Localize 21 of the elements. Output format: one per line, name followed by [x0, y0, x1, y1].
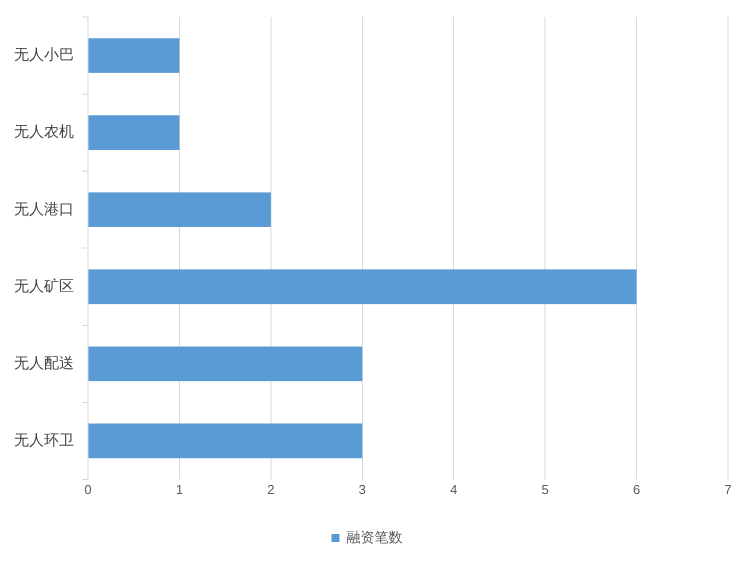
- y-tick-label: 无人小巴: [14, 46, 74, 64]
- legend-label: 融资笔数: [346, 528, 402, 545]
- x-tick-label: 6: [632, 482, 640, 497]
- x-tick-label: 0: [84, 482, 92, 497]
- bar: [88, 424, 362, 458]
- bar: [88, 38, 180, 73]
- y-tick-label: 无人港口: [14, 200, 74, 218]
- bar: [88, 115, 180, 150]
- y-tick-label: 无人配送: [14, 354, 74, 372]
- x-tick-label: 1: [176, 482, 184, 497]
- x-tick-label: 3: [358, 482, 366, 497]
- x-tick-label: 7: [724, 482, 732, 497]
- y-tick-label: 无人矿区: [14, 278, 74, 295]
- y-tick-label: 无人农机: [14, 124, 74, 141]
- x-tick-label: 5: [542, 482, 549, 497]
- bar: [88, 192, 271, 228]
- y-tick-label: 无人环卫: [14, 432, 74, 450]
- x-tick-label: 2: [267, 482, 274, 497]
- bar: [88, 269, 637, 304]
- bar: [88, 346, 362, 382]
- x-tick-label: 4: [450, 482, 458, 497]
